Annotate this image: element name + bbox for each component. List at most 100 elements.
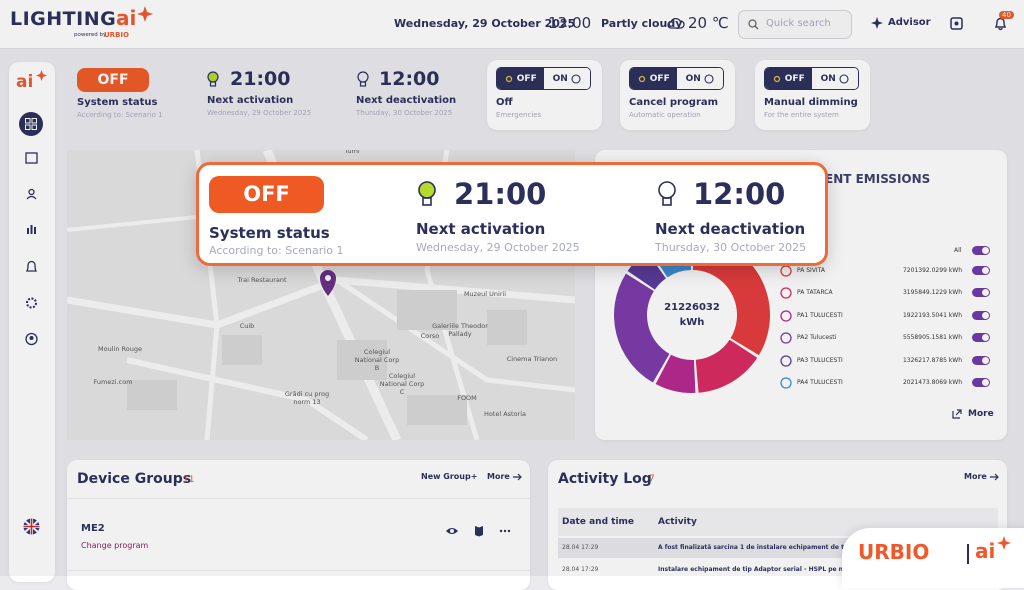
toggle-note: For the entire system [764,111,839,119]
cloud-icon [667,17,685,29]
map[interactable]: Tumi Trai Restaurant Cuib Muzeul Unirii Gale… [67,150,575,440]
row-time: 28.04 17:29 [562,544,599,551]
clock: 13:00 [548,14,592,32]
legend-switch[interactable] [972,288,990,298]
toggle-note: Emergencies [496,111,542,119]
table-header: Date and time Activity [558,508,998,536]
language-flag[interactable] [23,518,40,535]
toggle-on-label: ON [820,73,836,84]
table-row: 28.04 17:29 Instalare echipament de tip … [558,560,998,580]
icon-shape [638,75,645,82]
icon-shape [704,73,714,84]
toggle-icon [704,73,714,84]
activity-log-count: 7 [649,474,655,484]
device-groups-card: Device Groups 11 New Group+ More ME2 Cha… [67,460,530,590]
legend-name: PA3 TULUCESTI [797,356,843,364]
toggle-icon [638,75,645,82]
legend-marker [780,287,792,300]
temperature: 20 ℃ [688,14,729,32]
map-place: Corso [420,332,440,340]
deactivation-time: 12:00 [693,177,786,211]
legend-switch[interactable] [972,378,990,387]
toggle-off: OFF [630,68,677,89]
column-header: Activity [658,517,697,527]
toggle-off: OFF [765,68,812,89]
map-place: Cuib [239,322,255,330]
map-place: Hotel Astoria [483,410,527,418]
icon-shape [505,75,512,82]
search-placeholder: Quick search [766,18,831,29]
toggle-switch[interactable]: OFF ON [629,67,724,90]
logo-ai: ai [116,6,137,30]
legend-name: PA2 Tulucesti [797,334,837,342]
status-note: According to: Scenario 1 [77,111,163,119]
toggle-on-label: ON [685,73,701,84]
sidebar-logo: ai [16,72,34,92]
legend-name: PA TATARCA [797,289,833,297]
legend-switch[interactable] [972,266,990,275]
search-box[interactable]: Quick search [738,10,852,39]
donut-segment [614,273,670,383]
toggle-icon [773,75,780,82]
legend-switch[interactable] [972,310,990,320]
new-group[interactable]: New Group+ [421,472,478,481]
activity-log-title: Activity Log [558,471,652,487]
activation-time: 21:00 [230,68,291,90]
row-time: 28.04 17:29 [562,566,599,573]
status-label: System status [77,97,158,108]
legend-switch[interactable] [972,333,990,343]
nav-icons[interactable] [25,152,38,412]
legend-value: 7201392.0299 kWh [902,267,962,274]
group-actions[interactable] [445,525,515,537]
divider [67,498,530,499]
map-roads [67,150,575,440]
activity-log-more[interactable]: More [964,472,987,481]
status-bar: OFF System status According to: Scenario… [67,60,487,130]
toggle-on: ON [676,68,723,89]
all-switch[interactable] [972,246,990,255]
brand-ai: ai [975,539,996,563]
toggle-on: ON [543,68,590,89]
legend-ring [780,310,792,322]
deactivation-time: 12:00 [379,68,440,90]
spark-icon [137,6,153,22]
row-activity: Instalare echipament de tip Adaptor seri… [658,566,858,573]
toggle-icon [505,75,512,82]
external-icon [952,409,962,419]
legend-marker [780,377,792,389]
legend-ring [780,354,792,367]
divider [67,570,530,571]
brand-badge: URBIO ai [842,528,1024,588]
advisor[interactable]: Advisor [888,17,931,28]
settings-icon[interactable] [950,17,963,30]
legend-value: 3195849.1229 kWh [902,289,962,297]
powered-brand: URBIO [104,31,129,39]
status-pill[interactable]: OFF [77,68,149,92]
activation-date: Wednesday, 29 October 2025 [207,109,312,117]
device-groups-more[interactable]: More [487,472,510,481]
group-action[interactable]: Change program [81,541,149,550]
toggle-off-label: OFF [516,73,537,84]
map-place: Galeriile Theodor Pallady [432,322,488,338]
legend-marker [780,332,792,344]
legend-value: 1922193.5041 kWh [902,311,962,319]
emissions-more[interactable]: More [968,409,994,419]
legend-name: PA SIVITA [797,267,826,274]
arrow-icon [990,473,999,481]
status-pill[interactable]: OFF [209,176,324,213]
toggle-switch[interactable]: OFF ON [496,67,591,90]
legend-marker [780,310,792,322]
donut-total: 21226032 [664,302,720,313]
advisor-icon [871,17,883,29]
activation-label: Next activation [416,220,546,238]
bulb-on-icon [207,71,219,87]
legend-switch[interactable] [972,355,990,365]
toggle-card: OFF ON Manual dimming For the entire system [755,60,870,130]
toggle-switch[interactable]: OFF ON [764,67,859,90]
status-note: According to: Scenario 1 [209,244,344,257]
map-place: Colegiul National Corp B [354,348,400,372]
map-place: Trai Restaurant [237,276,287,284]
deactivation-date: Thursday, 30 October 2025 [655,241,807,254]
nav-dashboard[interactable] [19,112,43,136]
